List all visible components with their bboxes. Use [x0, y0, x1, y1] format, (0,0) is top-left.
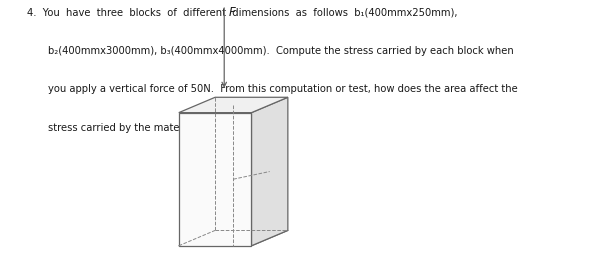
Polygon shape: [179, 113, 251, 246]
Text: you apply a vertical force of 50N.  From this computation or test, how does the : you apply a vertical force of 50N. From …: [48, 84, 518, 94]
Polygon shape: [251, 97, 288, 246]
Polygon shape: [179, 230, 288, 246]
Text: 4.  You  have  three  blocks  of  different  dimensions  as  follows  b₁(400mmx2: 4. You have three blocks of different di…: [27, 8, 458, 18]
Text: b₂(400mmx3000mm), b₃(400mmx4000mm).  Compute the stress carried by each block wh: b₂(400mmx3000mm), b₃(400mmx4000mm). Comp…: [48, 46, 514, 56]
Text: stress carried by the material?: stress carried by the material?: [48, 123, 201, 133]
Text: F: F: [229, 6, 236, 19]
Polygon shape: [179, 97, 288, 113]
